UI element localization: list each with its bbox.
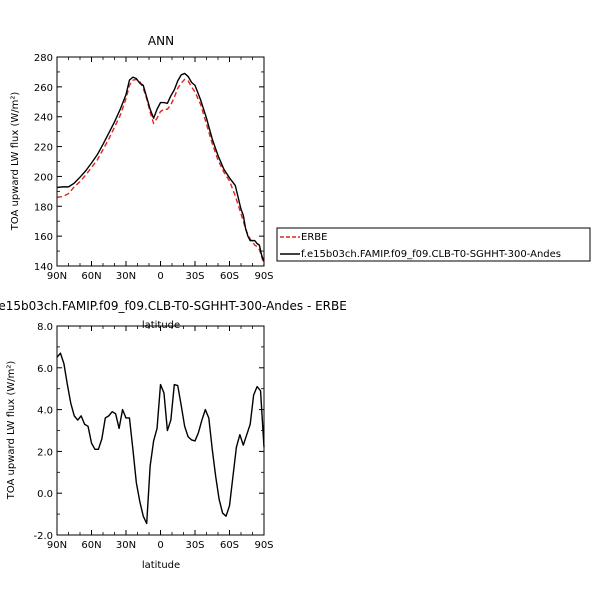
- x-tick-label: 90S: [254, 271, 273, 282]
- bottom-x-axis-label: latitude: [142, 560, 180, 571]
- y-tick-label: 240: [34, 113, 53, 124]
- top-panel: ANN 90N 60N 30N 0 30S 60S 90S 140 160 180 200 220 24…: [10, 34, 274, 331]
- x-tick-label: 60S: [220, 271, 239, 282]
- x-tick-label: 60N: [81, 271, 101, 282]
- y-tick-label: 280: [34, 53, 53, 64]
- legend-label-erbe: ERBE: [301, 232, 327, 243]
- y-tick-label: 160: [34, 232, 53, 243]
- x-tick-label: 90N: [47, 540, 67, 551]
- x-tick-label: 30N: [116, 540, 136, 551]
- top-plot-frame: [56, 56, 265, 267]
- series-line-0-1: [56, 72, 265, 262]
- series-line-1-0: [56, 352, 265, 525]
- legend: ERBE f.e15b03ch.FAMIP.f09_f09.CLB-T0-SGH…: [276, 227, 591, 262]
- x-tick-label: 90N: [47, 271, 67, 282]
- y-tick-label: 4.0: [37, 406, 53, 417]
- x-tick-label: 90S: [254, 540, 273, 551]
- y-tick-label: 8.0: [37, 322, 53, 333]
- y-tick-label: -2.0: [33, 531, 53, 542]
- x-tick-label: 60N: [81, 540, 101, 551]
- y-tick-label: 2.0: [37, 447, 53, 458]
- y-tick-label: 6.0: [37, 364, 53, 375]
- x-tick-label: 30S: [185, 271, 204, 282]
- y-tick-label: 140: [34, 262, 53, 273]
- legend-label-model: f.e15b03ch.FAMIP.f09_f09.CLB-T0-SGHHT-30…: [301, 249, 561, 260]
- y-tick-label: 0.0: [37, 489, 53, 500]
- x-tick-label: 30S: [185, 540, 204, 551]
- x-tick-label: 30N: [116, 271, 136, 282]
- y-tick-label: 180: [34, 202, 53, 213]
- bottom-y-axis-label: TOA upward LW flux (W/m²): [6, 361, 17, 501]
- bottom-chart-title: f.e15b03ch.FAMIP.f09_f09.CLB-T0-SGHHT-30…: [0, 299, 347, 313]
- bottom-plot-frame: [56, 325, 265, 536]
- bottom-panel: f.e15b03ch.FAMIP.f09_f09.CLB-T0-SGHHT-30…: [0, 299, 347, 571]
- x-tick-label: 0: [157, 271, 163, 282]
- y-tick-label: 220: [34, 143, 53, 154]
- x-tick-label: 60S: [220, 540, 239, 551]
- top-y-axis-label: TOA upward LW flux (W/m²): [10, 92, 21, 232]
- y-tick-label: 200: [34, 172, 53, 183]
- y-tick-label: 260: [34, 83, 53, 94]
- series-line-0-0: [56, 78, 265, 265]
- legend-box: [276, 227, 591, 262]
- x-tick-label: 0: [157, 540, 163, 551]
- top-chart-title: ANN: [148, 34, 174, 48]
